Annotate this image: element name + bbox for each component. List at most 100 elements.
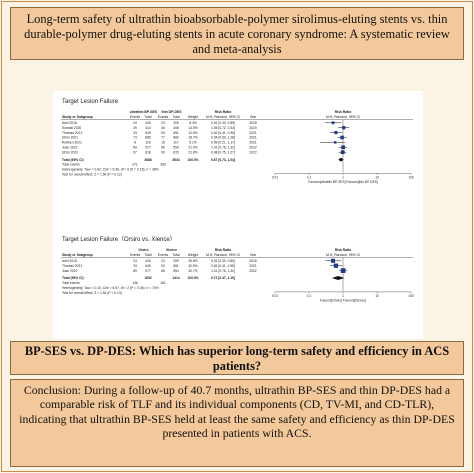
total-label: Total (95% CI) [62, 158, 84, 162]
favours-label: Favours[ultrathin BP-SES] Favours[thin D… [308, 180, 378, 184]
events-1: 24 [133, 259, 137, 263]
x-tick-label: 100 [408, 176, 414, 180]
column-header: Events [130, 115, 141, 119]
total-2: 554 [173, 146, 179, 150]
study-name: Ariel 2018 [62, 259, 77, 263]
total-events-label: Total events [62, 163, 80, 167]
x-tick-label: 10 [375, 294, 379, 298]
total-ci: 0.72 [0.47, 1.10] [211, 276, 235, 280]
risk-ratio-ci: 0.51 [0.30, 0.89] [211, 259, 235, 263]
x-tick-label: 0.1 [307, 294, 312, 298]
total-events-2: 393 [160, 163, 166, 167]
total-1: 414 [145, 126, 151, 130]
year: 2021 [249, 264, 257, 268]
study-name: Ebrio 2022 [62, 150, 78, 154]
column-header: Weight [188, 253, 199, 257]
forest-plots: Target Lesion Failure ultrathin BP-SES thi… [61, 99, 414, 302]
year: 2021 [249, 131, 257, 135]
study-name: Thomas 2021 [62, 264, 82, 268]
x-tick-label: 10 [375, 176, 379, 180]
events-2: 53 [161, 264, 165, 268]
total-1: 649 [145, 131, 151, 135]
study-name: Robben 2021 [62, 141, 82, 145]
column-header: Events [158, 253, 169, 257]
group-label: thin DP-DES [162, 110, 183, 114]
total-1: 577 [145, 146, 151, 150]
weight: 21.0% [188, 146, 197, 150]
year: 2022 [249, 150, 257, 154]
effect-header: Risk Ratio [215, 248, 232, 252]
total-2: 651 [173, 264, 179, 268]
year: 2021 [249, 136, 257, 140]
column-header: Study or Subgroup [62, 115, 93, 119]
weight: 21.8% [188, 150, 197, 154]
total-label: Total (95% CI) [62, 276, 84, 280]
column-header: Weight [188, 115, 199, 119]
group-label: ultrathin BP-SES [130, 110, 158, 114]
total-2: 3634 [172, 158, 180, 162]
column-header: Total [172, 253, 179, 257]
overall-effect: Test for overall effect: Z = 1.54 (P = 0… [62, 173, 122, 177]
total-2: 554 [173, 269, 179, 273]
total-1: 885 [145, 136, 151, 140]
column-header: Total [172, 115, 179, 119]
total-2: 117 [173, 141, 178, 145]
effect-subheader: M-H, Random, 95% CI [326, 253, 360, 257]
weight: 8.4% [189, 121, 197, 125]
x-tick-label: 1 [342, 176, 344, 180]
x-tick-label: 100 [408, 294, 414, 298]
x-tick-label: 0.01 [272, 294, 278, 298]
events-1: 73 [133, 136, 137, 140]
point-estimate [331, 121, 335, 125]
column-header: M-H, Random, 95% CI [206, 115, 240, 119]
favours-label: Favours[Orsiro] Favours[Xience] [320, 298, 366, 302]
events-2: 16 [161, 141, 165, 145]
column-header: M-H, Random, 95% CI [206, 253, 240, 257]
group-label: Orsiro [138, 248, 148, 252]
heterogeneity: Heterogeneity: Tau² = 0.10; Chi² = 6.57,… [62, 286, 159, 290]
point-estimate [333, 141, 337, 144]
point-estimate [333, 263, 339, 268]
risk-ratio-ci: 1.01 [0.76, 1.32] [211, 146, 235, 150]
point-estimate [340, 150, 345, 155]
question-box: BP-SES vs. DP-DES: Which has superior lo… [10, 341, 464, 375]
effect-header: Risk Ratio [215, 110, 232, 114]
year: 2022 [249, 269, 257, 273]
events-2: 77 [161, 136, 165, 140]
events-2: 46 [161, 126, 165, 130]
heterogeneity: Heterogeneity: Tau² = 0.02; Chi² = 9.39,… [62, 168, 159, 172]
effect-header: Risk Ratio [335, 248, 352, 252]
events-1: 89 [133, 269, 137, 273]
effect-subheader: M-H, Random, 95% CI [326, 115, 360, 119]
x-tick-label: 0.1 [307, 176, 312, 180]
study-name: Kumaki 2020 [62, 126, 81, 130]
risk-ratio-ci: 1.05 [0.72, 1.53] [211, 126, 235, 130]
x-tick-label: 0.01 [272, 176, 278, 180]
point-estimate [331, 258, 336, 263]
year: 2018 [249, 259, 257, 263]
column-header: Total [144, 253, 151, 257]
risk-ratio-ci: 1.01 [0.76, 1.32] [211, 269, 235, 273]
total-2: 209 [173, 121, 179, 125]
column-header: Total [144, 115, 151, 119]
events-1: 49 [133, 126, 137, 130]
column-header: Study or Subgroup [62, 253, 93, 257]
conclusion-box: Conclusion: During a follow-up of 40.7 m… [10, 379, 464, 467]
weight: 26.8% [188, 259, 197, 263]
weight: 18.7% [188, 136, 197, 140]
group-label: Xience [166, 248, 177, 252]
weight: 14.5% [188, 126, 197, 130]
study-name: Thomas 2021 [62, 131, 82, 135]
conclusion-text: Conclusion: During a follow-up of 40.7 m… [19, 383, 455, 440]
events-1: 97 [133, 150, 137, 154]
forest-title: Target Lesion Failure（Orsiro vs. Xience） [62, 236, 176, 243]
events-1: 33 [133, 264, 137, 268]
effect-header: Risk Ratio [335, 110, 352, 114]
events-1: 33 [133, 131, 137, 135]
forest-plot-figure: Target Lesion Failure ultrathin BP-SES thi… [53, 91, 423, 339]
total-2: 1414 [172, 276, 180, 280]
total-1: 818 [145, 150, 151, 154]
events-2: 99 [161, 150, 165, 154]
